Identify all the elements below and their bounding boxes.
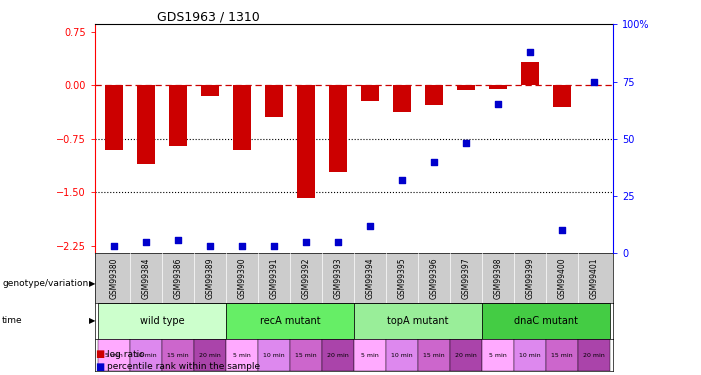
Point xyxy=(204,243,215,249)
Bar xyxy=(386,339,418,371)
Text: GSM99401: GSM99401 xyxy=(590,257,599,299)
Point xyxy=(332,239,343,245)
Text: wild type: wild type xyxy=(139,316,184,326)
Bar xyxy=(418,339,450,371)
Point xyxy=(589,79,600,85)
Text: GSM99398: GSM99398 xyxy=(494,257,503,299)
Text: GSM99400: GSM99400 xyxy=(557,257,566,299)
Text: time: time xyxy=(2,316,22,325)
Bar xyxy=(201,85,219,96)
Text: 10 min: 10 min xyxy=(391,352,413,358)
Point xyxy=(365,223,376,229)
Text: GDS1963 / 1310: GDS1963 / 1310 xyxy=(157,10,259,23)
Bar xyxy=(105,85,123,150)
Text: log ratio: log ratio xyxy=(107,350,144,359)
Point xyxy=(493,102,504,108)
Text: topA mutant: topA mutant xyxy=(387,316,449,326)
Bar xyxy=(489,85,507,89)
Point xyxy=(524,49,536,55)
Bar xyxy=(130,339,162,371)
Bar xyxy=(329,85,347,172)
Bar xyxy=(226,339,258,371)
Text: 20 min: 20 min xyxy=(327,352,349,358)
Text: 15 min: 15 min xyxy=(551,352,573,358)
Text: dnaC mutant: dnaC mutant xyxy=(514,316,578,326)
Text: GSM99399: GSM99399 xyxy=(526,257,535,299)
Text: GSM99386: GSM99386 xyxy=(173,257,182,299)
Point xyxy=(108,243,119,249)
Bar xyxy=(482,339,514,371)
Text: 10 min: 10 min xyxy=(263,352,285,358)
Text: ▶: ▶ xyxy=(89,279,95,288)
Text: ■: ■ xyxy=(95,350,104,359)
Bar xyxy=(98,339,130,371)
Text: 5 min: 5 min xyxy=(489,352,507,358)
Text: GSM99397: GSM99397 xyxy=(461,257,470,299)
Point xyxy=(428,159,440,165)
Bar xyxy=(553,85,571,106)
Text: GSM99392: GSM99392 xyxy=(301,257,311,299)
Text: GSM99389: GSM99389 xyxy=(205,257,215,299)
Text: 5 min: 5 min xyxy=(105,352,123,358)
Bar xyxy=(290,339,322,371)
Text: ▶: ▶ xyxy=(89,316,95,325)
Bar xyxy=(98,303,226,339)
Text: 20 min: 20 min xyxy=(199,352,221,358)
Bar xyxy=(322,339,354,371)
Text: 10 min: 10 min xyxy=(135,352,157,358)
Text: GSM99380: GSM99380 xyxy=(109,257,118,299)
Point xyxy=(140,239,151,245)
Text: GSM99384: GSM99384 xyxy=(142,257,151,299)
Text: 20 min: 20 min xyxy=(455,352,477,358)
Point xyxy=(397,177,408,183)
Bar xyxy=(450,339,482,371)
Bar xyxy=(457,85,475,90)
Text: percentile rank within the sample: percentile rank within the sample xyxy=(107,362,259,371)
Text: 15 min: 15 min xyxy=(167,352,189,358)
Bar xyxy=(137,85,155,164)
Text: 15 min: 15 min xyxy=(423,352,445,358)
Text: 20 min: 20 min xyxy=(583,352,605,358)
Bar xyxy=(514,339,546,371)
Text: GSM99396: GSM99396 xyxy=(430,257,439,299)
Bar xyxy=(578,339,610,371)
Point xyxy=(268,243,280,249)
Text: ■: ■ xyxy=(95,362,104,372)
Bar xyxy=(354,303,482,339)
Bar xyxy=(233,85,251,150)
Bar xyxy=(226,303,354,339)
Text: 10 min: 10 min xyxy=(519,352,541,358)
Bar xyxy=(361,85,379,101)
Text: genotype/variation: genotype/variation xyxy=(2,279,88,288)
Bar xyxy=(258,339,290,371)
Text: GSM99393: GSM99393 xyxy=(334,257,343,299)
Point xyxy=(461,140,472,146)
Text: recA mutant: recA mutant xyxy=(259,316,320,326)
Text: GSM99391: GSM99391 xyxy=(269,257,278,299)
Bar xyxy=(482,303,610,339)
Bar xyxy=(265,85,283,117)
Bar xyxy=(162,339,194,371)
Bar xyxy=(426,85,443,105)
Bar xyxy=(546,339,578,371)
Bar xyxy=(297,85,315,198)
Point xyxy=(557,227,568,233)
Text: 5 min: 5 min xyxy=(361,352,379,358)
Point xyxy=(172,237,184,243)
Text: 5 min: 5 min xyxy=(233,352,251,358)
Bar xyxy=(393,85,411,112)
Point xyxy=(300,239,311,245)
Bar xyxy=(354,339,386,371)
Point xyxy=(236,243,247,249)
Text: GSM99395: GSM99395 xyxy=(397,257,407,299)
Text: GSM99394: GSM99394 xyxy=(365,257,374,299)
Text: GSM99390: GSM99390 xyxy=(238,257,247,299)
Bar xyxy=(194,339,226,371)
Bar xyxy=(522,62,539,85)
Bar xyxy=(169,85,186,146)
Text: 15 min: 15 min xyxy=(295,352,317,358)
